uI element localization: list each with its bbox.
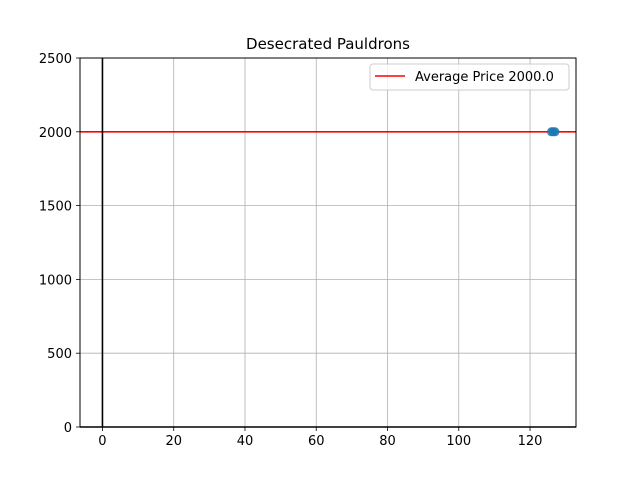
x-tick-label: 40 [237, 434, 254, 449]
data-point [550, 127, 560, 137]
y-tick-label: 1000 [39, 273, 72, 288]
chart-title: Desecrated Pauldrons [246, 35, 410, 53]
plot-frame [79, 57, 577, 428]
x-tick-label: 20 [165, 434, 182, 449]
y-tick-label: 2500 [39, 52, 72, 67]
y-tick-label: 500 [47, 347, 72, 362]
legend-label: Average Price 2000.0 [415, 70, 554, 85]
y-tick-label: 1500 [39, 200, 72, 215]
x-tick-label: 60 [308, 434, 325, 449]
y-tick-label: 0 [64, 421, 72, 436]
scatter-points [546, 127, 560, 137]
x-tick-label: 100 [446, 434, 471, 449]
x-tick-label: 0 [98, 434, 106, 449]
legend: Average Price 2000.0 [369, 63, 570, 91]
x-tick-label: 120 [518, 434, 543, 449]
x-tick-label: 80 [379, 434, 396, 449]
reference-lines [80, 58, 576, 428]
y-tick-label: 2000 [39, 126, 72, 141]
legend-box [369, 63, 570, 91]
grid-lines [80, 57, 576, 428]
axes: 0 20 40 60 80 100 120 0 500 1000 1500 2000 2500 [39, 52, 543, 449]
